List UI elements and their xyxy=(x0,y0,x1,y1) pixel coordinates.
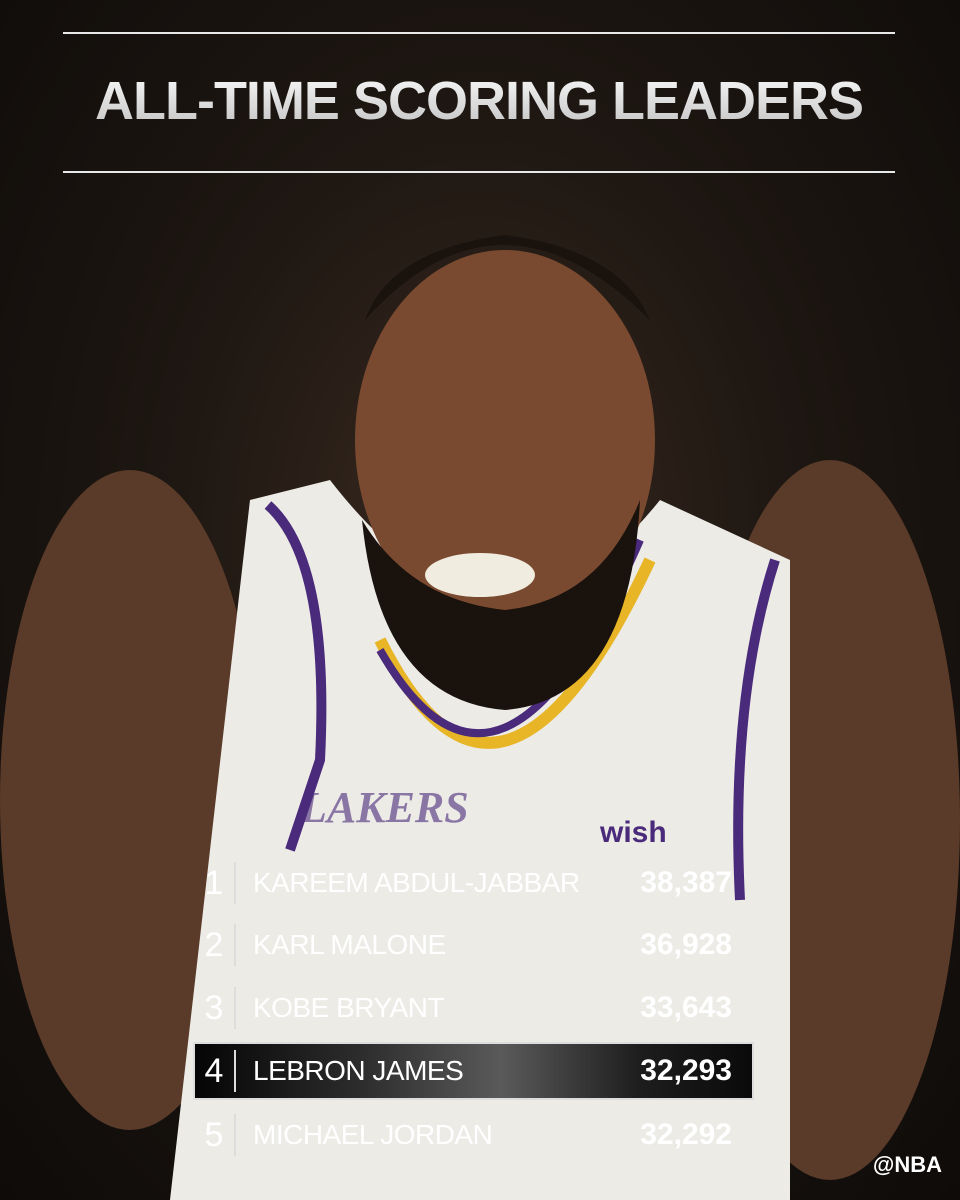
title-rule-top xyxy=(63,32,895,34)
points: 32,292 xyxy=(640,1118,732,1151)
page-title: ALL-TIME SCORING LEADERS xyxy=(63,66,895,136)
leader-row-highlighted: 4 LEBRON JAMES 32,293 xyxy=(193,1042,754,1100)
leader-row: 5 MICHAEL JORDAN 32,292 xyxy=(195,1108,752,1162)
rank: 2 xyxy=(204,926,224,964)
points: 32,293 xyxy=(640,1054,732,1087)
player-name: KAREEM ABDUL-JABBAR xyxy=(253,867,580,898)
rank: 3 xyxy=(204,989,224,1027)
points: 36,928 xyxy=(640,928,732,961)
rank: 5 xyxy=(204,1116,224,1154)
divider xyxy=(234,924,236,966)
player-name: KARL MALONE xyxy=(253,929,446,960)
points: 33,643 xyxy=(640,991,732,1024)
rank: 4 xyxy=(204,1052,224,1090)
leader-row: 3 KOBE BRYANT 33,643 xyxy=(195,981,752,1035)
wish-logo: wish xyxy=(599,816,667,849)
player-name: KOBE BRYANT xyxy=(253,992,445,1023)
page-title-text: ALL-TIME SCORING LEADERS xyxy=(95,66,864,136)
divider xyxy=(234,1050,236,1092)
divider xyxy=(234,987,236,1029)
rank: 1 xyxy=(204,864,224,902)
player-name: MICHAEL JORDAN xyxy=(253,1119,493,1150)
player-name: LEBRON JAMES xyxy=(253,1055,464,1086)
title-rule-bottom xyxy=(63,171,895,173)
divider xyxy=(234,862,236,904)
leader-row: 1 KAREEM ABDUL-JABBAR 38,387 xyxy=(195,856,752,910)
points: 38,387 xyxy=(640,866,732,899)
nba-handle: @NBA xyxy=(872,1152,942,1177)
divider xyxy=(234,1114,236,1156)
lakers-wordmark: LAKERS xyxy=(299,783,469,832)
leader-row: 2 KARL MALONE 36,928 xyxy=(195,918,752,972)
